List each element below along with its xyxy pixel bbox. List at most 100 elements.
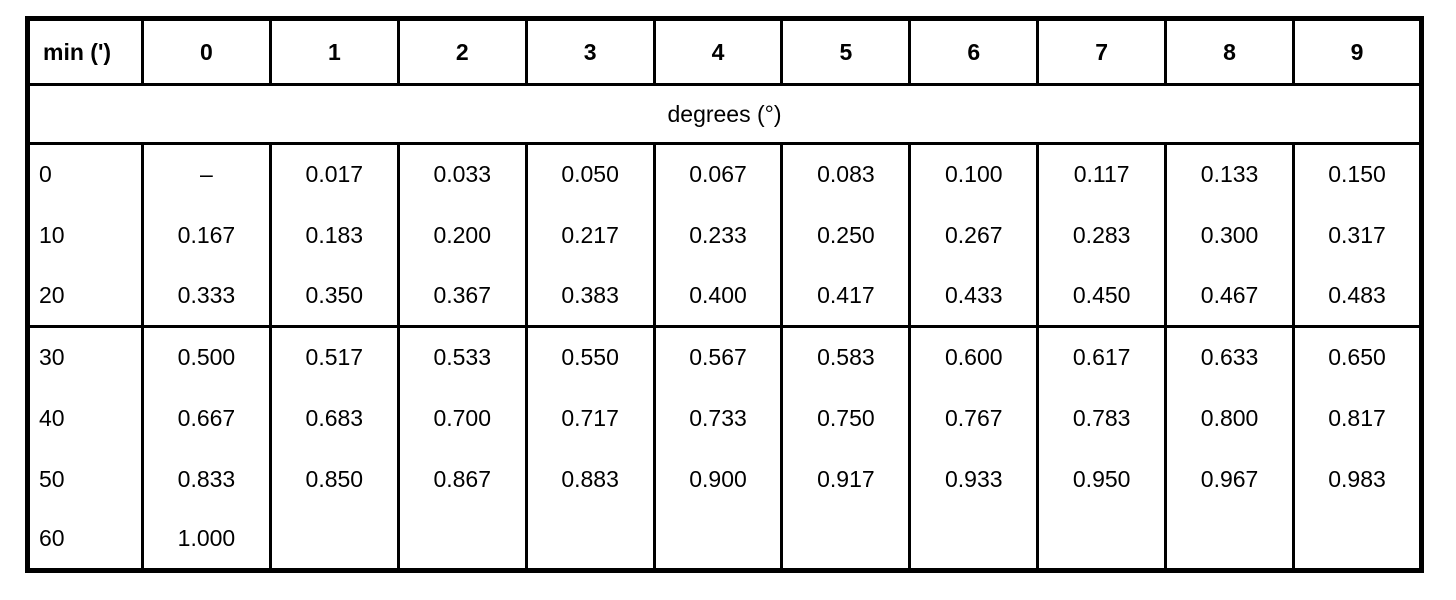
value-cell: 0.967 xyxy=(1164,448,1294,510)
row-label: 30 xyxy=(39,344,65,371)
value-cell: 0.600 xyxy=(908,326,1038,388)
value-cell: 0.333 xyxy=(141,265,271,328)
value-cell: 1.000 xyxy=(141,509,271,571)
value-cell: 0.500 xyxy=(141,326,271,388)
value-cell: 0.883 xyxy=(524,448,655,510)
row-label: 0 xyxy=(39,161,52,188)
value-cell: 0.083 xyxy=(780,143,910,205)
value-cell: 0.783 xyxy=(1036,387,1166,449)
value-cell: – xyxy=(141,143,271,205)
value-cell: 0.267 xyxy=(908,204,1038,266)
value-cell: 0.550 xyxy=(524,326,655,388)
value-cell: 0.533 xyxy=(396,326,527,388)
value-cell: 0.233 xyxy=(652,204,782,266)
value-cell: 0.800 xyxy=(1164,387,1294,449)
value-cell xyxy=(652,509,782,571)
column-header: 5 xyxy=(780,18,910,86)
value-cell: 0.017 xyxy=(268,143,399,205)
table-row: 40 0.667 0.683 0.700 0.717 0.733 0.750 0.767 0.7… xyxy=(28,387,1422,449)
value-cell: 0.350 xyxy=(268,265,399,328)
value-cell: 0.750 xyxy=(780,387,910,449)
column-header: 3 xyxy=(524,18,655,86)
column-header: 7 xyxy=(1036,18,1166,86)
value-cell: 0.300 xyxy=(1164,204,1294,266)
span-header-row: degrees (°) xyxy=(27,84,1422,145)
value-cell: 0.067 xyxy=(652,143,782,205)
value-cell: 0.850 xyxy=(268,448,399,510)
value-cell: 0.200 xyxy=(396,204,527,266)
value-cell: 0.467 xyxy=(1164,265,1294,328)
table-body: 0–0.017 0.033 0.050 0.067 0.083 0.100 0.117 0.1… xyxy=(27,143,1422,571)
table-row: 20 0.333 0.350 0.367 0.383 0.400 0.417 0.433 0.4… xyxy=(27,265,1422,328)
value-cell: 0.650 xyxy=(1292,326,1422,388)
value-cell: 0.983 xyxy=(1292,448,1422,510)
value-cell xyxy=(268,509,399,571)
value-cell: 0.900 xyxy=(652,448,782,510)
value-cell: 0.150 xyxy=(1292,143,1422,205)
column-header: 0 xyxy=(141,18,271,86)
value-cell xyxy=(908,509,1038,571)
value-cell: 0.167 xyxy=(141,204,271,266)
value-cell: 0.400 xyxy=(652,265,782,328)
value-cell: 0.567 xyxy=(652,326,782,388)
column-header: 9 xyxy=(1292,18,1422,86)
table-row: 0–0.017 0.033 0.050 0.067 0.083 0.100 0.117 0.1… xyxy=(28,143,1422,205)
value-cell: 0.483 xyxy=(1292,265,1422,328)
value-cell: 0.817 xyxy=(1292,387,1422,449)
value-cell: 0.183 xyxy=(268,204,399,266)
value-cell: 0.117 xyxy=(1036,143,1166,205)
value-cell xyxy=(396,509,527,571)
value-cell: 0.433 xyxy=(908,265,1038,328)
value-cell xyxy=(1036,509,1166,571)
table-row: 30 0.500 0.517 0.533 0.550 0.567 0.583 0.600 0.6… xyxy=(28,326,1422,388)
value-cell xyxy=(1292,509,1422,571)
value-cell: 0.683 xyxy=(268,387,399,449)
row-label: 10 xyxy=(39,221,65,248)
row-label: 60 xyxy=(39,525,65,552)
column-header: 2 xyxy=(396,18,527,86)
value-cell: 0.833 xyxy=(141,448,271,510)
value-cell: 0.700 xyxy=(396,387,527,449)
value-cell: 0.417 xyxy=(780,265,910,328)
value-cell: 0.100 xyxy=(908,143,1038,205)
value-cell: 0.050 xyxy=(524,143,655,205)
table-row: 60 1.000 xyxy=(28,509,1422,571)
value-cell: 0.667 xyxy=(141,387,271,449)
value-cell xyxy=(1164,509,1294,571)
column-header: 8 xyxy=(1164,18,1294,86)
value-cell: 0.367 xyxy=(396,265,527,328)
value-cell: 0.250 xyxy=(780,204,910,266)
value-cell: 0.633 xyxy=(1164,326,1294,388)
value-cell xyxy=(780,509,910,571)
column-header: 1 xyxy=(268,18,399,86)
column-header: 6 xyxy=(908,18,1038,86)
value-cell: 0.617 xyxy=(1036,326,1166,388)
value-cell: 0.217 xyxy=(524,204,655,266)
value-cell: 0.317 xyxy=(1292,204,1422,266)
value-cell: 0.767 xyxy=(908,387,1038,449)
corner-header: min (') xyxy=(27,18,143,86)
value-cell: 0.283 xyxy=(1036,204,1166,266)
value-cell: 0.933 xyxy=(908,448,1038,510)
value-cell: 0.733 xyxy=(652,387,782,449)
table-row: 10 0.167 0.183 0.200 0.217 0.233 0.250 0.267 0.2… xyxy=(28,204,1422,266)
value-cell xyxy=(524,509,655,571)
value-cell: 0.950 xyxy=(1036,448,1166,510)
value-cell: 0.033 xyxy=(396,143,527,205)
value-cell: 0.917 xyxy=(780,448,910,510)
value-cell: 0.450 xyxy=(1036,265,1166,328)
value-cell: 0.517 xyxy=(268,326,399,388)
value-cell: 0.717 xyxy=(524,387,655,449)
row-label: 20 xyxy=(27,265,143,328)
column-header: 4 xyxy=(652,18,782,86)
table-row: 50 0.833 0.850 0.867 0.883 0.900 0.917 0.933 0.9… xyxy=(28,448,1422,510)
span-header-degrees: degrees (°) xyxy=(27,84,1422,145)
row-label: 50 xyxy=(39,465,65,492)
value-cell: 0.867 xyxy=(396,448,527,510)
value-cell: 0.133 xyxy=(1164,143,1294,205)
row-label: 40 xyxy=(39,404,65,431)
value-cell: 0.383 xyxy=(524,265,655,328)
